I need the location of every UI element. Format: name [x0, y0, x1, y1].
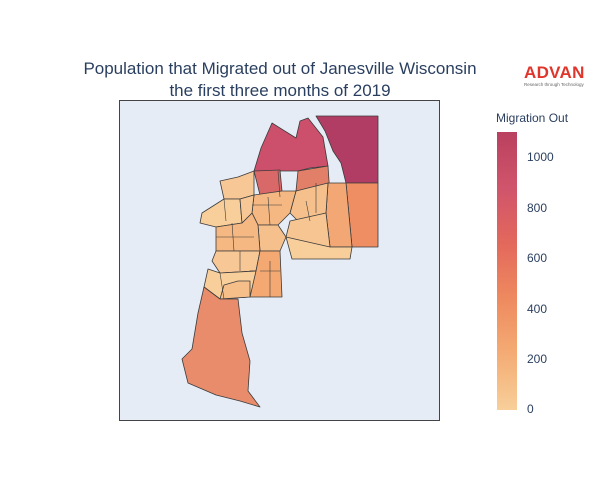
region-center[interactable] [251, 190, 297, 226]
choropleth-map[interactable] [119, 100, 440, 421]
colorbar-tick: 800 [527, 201, 548, 215]
region-north[interactable] [253, 117, 329, 172]
colorbar-tick: 600 [527, 251, 548, 265]
region-south-central-1[interactable] [211, 250, 261, 274]
region-center-south[interactable] [257, 224, 287, 252]
title-line-2: the first three months of 2019 [169, 81, 391, 100]
region-south-east[interactable] [285, 236, 353, 260]
region-west-1[interactable] [219, 170, 255, 200]
region-west-2[interactable] [199, 198, 243, 228]
map-svg [181, 115, 379, 408]
region-northeast[interactable] [315, 115, 379, 184]
colorbar [497, 132, 517, 410]
colorbar-tick: 200 [527, 352, 548, 366]
colorbar-tick: 0 [527, 402, 534, 416]
region-south-central-4[interactable] [219, 280, 251, 300]
logo-wordmark: ADVAN [524, 63, 585, 82]
advan-logo: ADVAN Research through Technology [524, 64, 594, 88]
chart-title: Population that Migrated out of Janesvil… [40, 58, 520, 102]
region-west-4[interactable] [239, 194, 255, 224]
region-south[interactable] [181, 286, 261, 408]
legend-title: Migration Out [496, 111, 569, 125]
title-line-1: Population that Migrated out of Janesvil… [83, 59, 477, 78]
colorbar-tick: 400 [527, 302, 548, 316]
logo-tagline: Research through Technology [524, 82, 584, 87]
colorbar-tick: 1000 [527, 150, 554, 164]
